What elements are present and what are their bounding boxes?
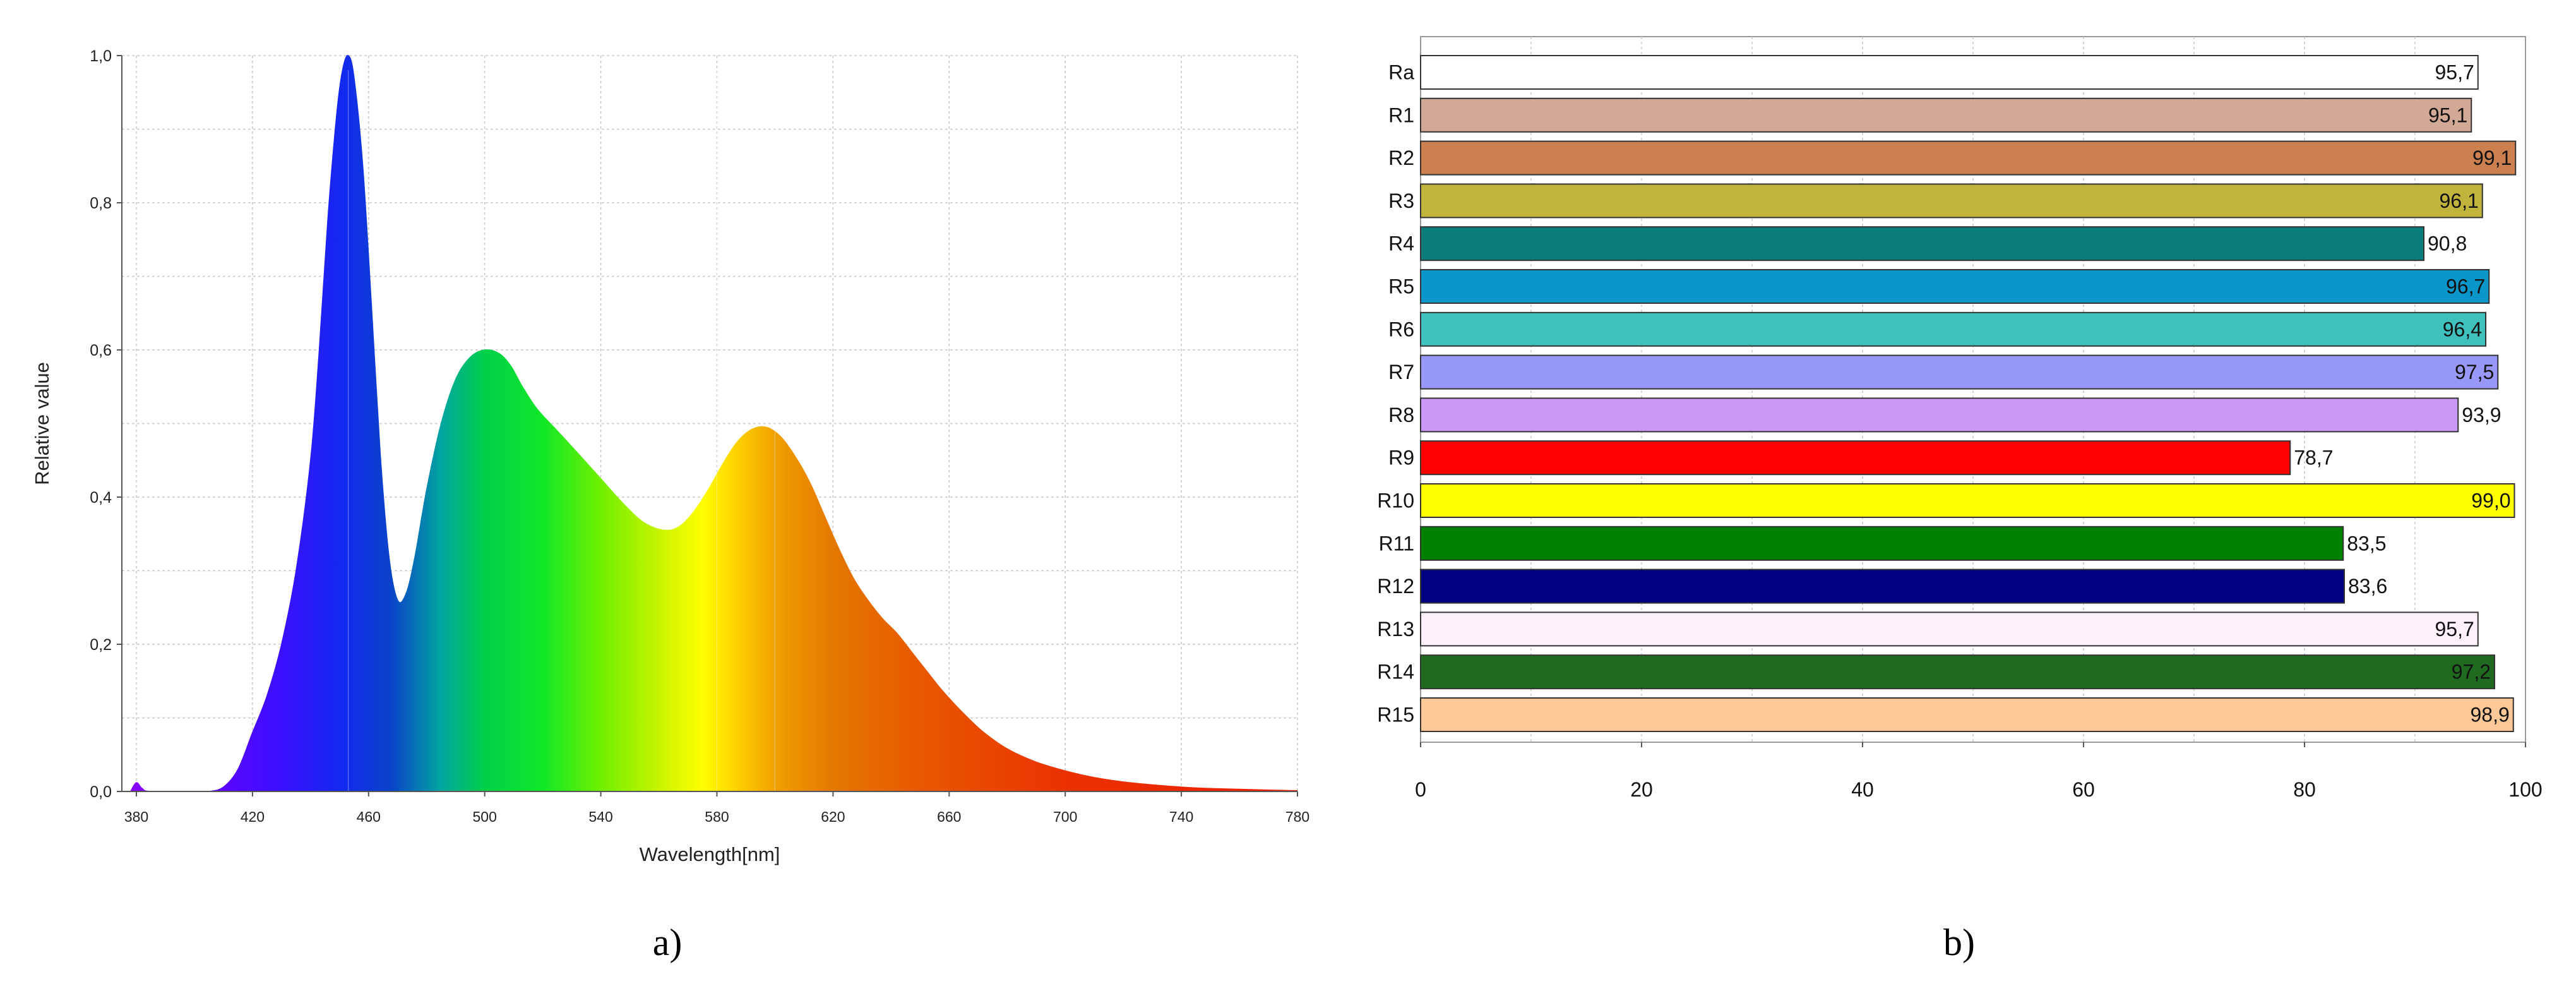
value-label: 96,4 xyxy=(2443,318,2482,340)
value-label: 95,1 xyxy=(2428,104,2467,126)
bar-r4 xyxy=(1420,226,2424,262)
bar-r1 xyxy=(1420,97,2472,133)
category-label: R9 xyxy=(1388,447,1414,469)
category-label: R14 xyxy=(1377,661,1414,683)
bar-r15 xyxy=(1420,697,2514,732)
value-label: 95,7 xyxy=(2435,61,2474,84)
x-tick-label: 740 xyxy=(1169,809,1193,825)
category-label: R7 xyxy=(1388,361,1414,383)
x-tick-label: 100 xyxy=(2508,778,2542,801)
y-tick-label: 0,2 xyxy=(90,636,112,654)
x-tick-label: 700 xyxy=(1053,809,1077,825)
x-tick-label: 20 xyxy=(1630,778,1653,801)
bar-r8 xyxy=(1420,397,2459,433)
value-label: 99,1 xyxy=(2472,147,2512,169)
category-label: R15 xyxy=(1377,704,1414,726)
x-tick-label: 60 xyxy=(2072,778,2095,801)
x-tick-label: 420 xyxy=(241,809,265,825)
spectrum-y-axis-title: Relative value xyxy=(31,362,53,485)
category-label: R1 xyxy=(1388,104,1414,126)
y-tick-label: 0,0 xyxy=(90,783,112,801)
category-label: R4 xyxy=(1388,232,1414,255)
value-label: 96,1 xyxy=(2439,189,2478,212)
y-tick-label: 0,4 xyxy=(90,489,112,507)
bar-ra xyxy=(1420,55,2479,90)
bar-r11 xyxy=(1420,526,2344,561)
spectrum-area xyxy=(130,55,1297,791)
value-label: 96,7 xyxy=(2446,275,2485,298)
x-tick-label: 620 xyxy=(821,809,845,825)
panel-label-b: b) xyxy=(1943,922,1975,963)
category-label: R6 xyxy=(1388,318,1414,340)
bar-r10 xyxy=(1420,483,2515,518)
spectrum-overlay-grid xyxy=(348,70,776,791)
x-tick-label: 780 xyxy=(1285,809,1309,825)
category-label: Ra xyxy=(1388,61,1414,84)
cri-tick-labels: 0 20 40 60 80 100 xyxy=(1415,742,2543,801)
spectrum-chart: 380 420 460 500 540 580 620 660 700 740 780 0,0 0,2 0… xyxy=(31,47,1309,963)
bar-r9 xyxy=(1420,440,2291,476)
bar-r5 xyxy=(1420,269,2490,304)
category-label: R5 xyxy=(1388,275,1414,298)
x-tick-label: 40 xyxy=(1851,778,1874,801)
category-label: R12 xyxy=(1377,575,1414,598)
bar-r14 xyxy=(1420,654,2495,690)
y-tick-label: 0,6 xyxy=(90,342,112,359)
y-tick-label: 0,8 xyxy=(90,195,112,212)
value-label: 97,5 xyxy=(2455,361,2494,383)
bar-r13 xyxy=(1420,611,2479,647)
spectrum-axes xyxy=(117,55,1298,797)
bar-r7 xyxy=(1420,354,2499,390)
x-tick-label: 80 xyxy=(2293,778,2316,801)
y-tick-label: 1,0 xyxy=(90,47,112,65)
value-label: 93,9 xyxy=(2462,404,2501,426)
value-label: 90,8 xyxy=(2428,232,2467,255)
category-label: R10 xyxy=(1377,490,1414,512)
category-label: R3 xyxy=(1388,189,1414,212)
bar-r6 xyxy=(1420,311,2486,347)
bar-r2 xyxy=(1420,140,2517,176)
value-label: 97,2 xyxy=(2452,661,2491,683)
category-label: R2 xyxy=(1388,147,1414,169)
x-tick-label: 580 xyxy=(705,809,729,825)
value-label: 83,5 xyxy=(2347,532,2386,555)
x-tick-label: 500 xyxy=(473,809,497,825)
x-tick-label: 380 xyxy=(124,809,148,825)
spectrum-tick-labels: 380 420 460 500 540 580 620 660 700 740 780 0,0 0,2 0… xyxy=(90,47,1309,825)
category-label: R8 xyxy=(1388,404,1414,426)
cri-bar-chart: Ra 95,7 R1 95,1 R2 99,1 R3 96,1 R4 90,8 R5 96,7 R6 96… xyxy=(1377,36,2543,963)
bar-r12 xyxy=(1420,568,2345,604)
value-label: 99,0 xyxy=(2471,490,2510,512)
x-tick-label: 540 xyxy=(588,809,612,825)
spectrum-x-axis-title: Wavelength[nm] xyxy=(640,843,780,865)
category-label: R13 xyxy=(1377,618,1414,640)
cri-bars: Ra 95,7 R1 95,1 R2 99,1 R3 96,1 R4 90,8 R5 96,7 R6 96… xyxy=(1377,55,2517,732)
value-label: 83,6 xyxy=(2348,575,2387,598)
category-label: R11 xyxy=(1379,532,1414,555)
panel-label-a: a) xyxy=(653,922,683,963)
value-label: 95,7 xyxy=(2435,618,2474,640)
x-tick-label: 460 xyxy=(357,809,381,825)
spectrum-outline xyxy=(130,55,1298,792)
value-label: 98,9 xyxy=(2470,704,2509,726)
bar-r3 xyxy=(1420,183,2483,219)
x-tick-label: 660 xyxy=(937,809,961,825)
x-tick-label: 0 xyxy=(1415,778,1426,801)
value-label: 78,7 xyxy=(2294,447,2333,469)
